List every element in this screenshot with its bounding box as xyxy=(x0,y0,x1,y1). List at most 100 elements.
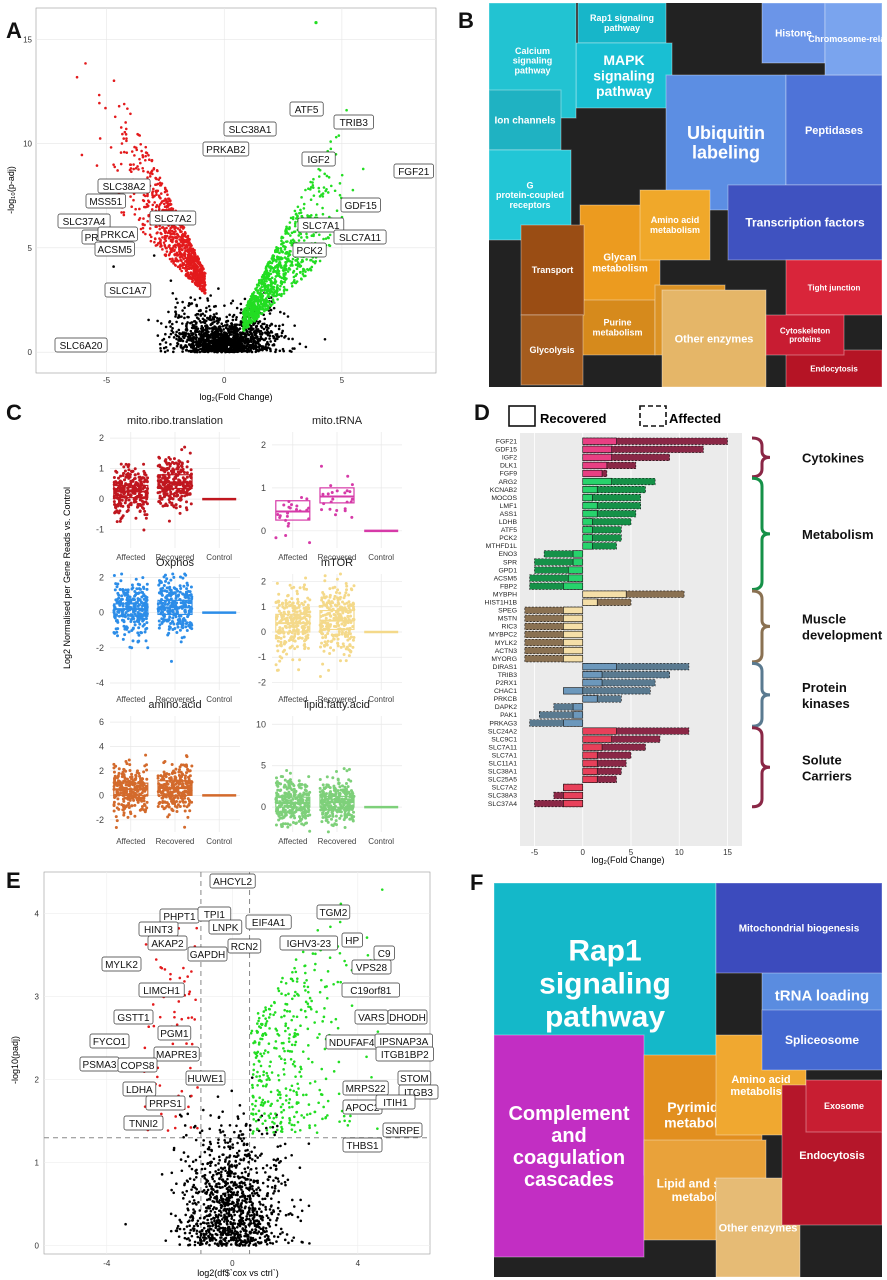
point-ns xyxy=(261,348,264,352)
point-down xyxy=(143,158,147,162)
point-ns xyxy=(156,334,160,337)
point-ns xyxy=(210,330,214,333)
facet-point xyxy=(127,468,131,472)
point-ns xyxy=(246,347,249,351)
point-ns xyxy=(215,345,219,349)
treemap-label: metabolism xyxy=(592,328,642,338)
facet-point xyxy=(144,500,148,504)
x-tick-label: -5 xyxy=(103,376,111,385)
point-ns xyxy=(230,327,234,331)
point-ns xyxy=(269,340,272,343)
facet-point xyxy=(169,659,173,663)
facet-point xyxy=(183,572,187,576)
point-ns xyxy=(280,334,283,338)
point-ns xyxy=(183,312,186,316)
point-down xyxy=(144,154,147,158)
facet-point xyxy=(138,587,142,591)
point-down xyxy=(190,259,194,263)
facet-point xyxy=(297,668,301,672)
point-ns xyxy=(277,327,281,331)
facet-point xyxy=(301,616,305,620)
facet-point xyxy=(304,606,308,610)
facet-point xyxy=(175,622,179,626)
facet-point xyxy=(347,593,351,597)
facet-point xyxy=(185,471,189,475)
facet-point xyxy=(178,483,182,487)
point-down xyxy=(80,153,84,157)
facet-point xyxy=(112,503,116,507)
point-up xyxy=(329,184,333,188)
y-tick-label: -2 xyxy=(258,677,266,687)
facet-point xyxy=(133,623,137,627)
point-down xyxy=(153,240,156,244)
gene-label: FGF21 xyxy=(398,167,430,178)
point-ns xyxy=(189,329,193,333)
point-ns xyxy=(265,323,269,327)
point-ns xyxy=(222,345,226,349)
facet-point xyxy=(333,594,337,598)
facet-point xyxy=(184,625,188,629)
point-ns xyxy=(190,339,193,342)
point-up xyxy=(275,294,278,297)
point-up xyxy=(279,281,283,285)
point-down xyxy=(168,229,172,232)
facet-point xyxy=(133,473,137,477)
facet-point xyxy=(350,515,354,519)
facet-point xyxy=(303,609,307,613)
point-up xyxy=(287,253,291,257)
point-ns xyxy=(232,336,236,340)
point-up xyxy=(290,284,294,288)
facet-point xyxy=(176,589,180,593)
point-down xyxy=(164,231,167,235)
point-ns xyxy=(223,304,226,307)
point-down xyxy=(160,200,164,203)
point-down xyxy=(180,248,183,251)
point-up xyxy=(329,140,332,143)
facet-point xyxy=(177,498,181,502)
x-tick-label: Affected xyxy=(278,553,307,562)
point-up xyxy=(246,325,250,328)
point-down xyxy=(122,102,126,106)
point-ns xyxy=(185,326,188,330)
point-up xyxy=(279,266,283,269)
facet-point xyxy=(138,616,142,620)
point-down xyxy=(189,245,192,249)
facet-point xyxy=(157,455,161,459)
facet-point xyxy=(126,464,130,468)
point-ns xyxy=(192,344,195,347)
point-ns xyxy=(195,325,198,328)
point-ns xyxy=(184,334,187,338)
point-ns xyxy=(172,350,175,354)
point-ns xyxy=(192,349,195,353)
point-up xyxy=(242,319,245,323)
facet-point xyxy=(168,500,172,504)
point-down xyxy=(151,203,155,207)
facet-point xyxy=(119,504,123,508)
point-ns xyxy=(258,330,261,334)
treemap-label: Rap1 signaling xyxy=(590,13,654,23)
facet-point xyxy=(128,472,132,476)
facet-point xyxy=(185,465,189,469)
facet-point xyxy=(327,668,331,672)
point-down xyxy=(175,232,179,236)
facet-point xyxy=(293,639,297,643)
facet-point xyxy=(164,478,168,482)
point-ns xyxy=(244,334,248,337)
facet-point xyxy=(161,617,165,621)
point-ns xyxy=(274,324,277,328)
point-down xyxy=(152,167,156,170)
point-ns xyxy=(169,325,172,328)
point-up xyxy=(264,299,267,302)
facet-point xyxy=(288,506,292,510)
facet-point xyxy=(282,641,286,645)
point-ns xyxy=(197,317,200,321)
facet-point xyxy=(157,591,161,595)
facet-point xyxy=(322,603,326,607)
facet-point xyxy=(321,492,325,496)
facet-point xyxy=(133,620,137,624)
y-tick-label: 2 xyxy=(99,433,104,443)
point-ns xyxy=(205,349,208,353)
facet-point xyxy=(343,491,347,495)
point-down xyxy=(158,240,162,244)
point-ns xyxy=(195,344,199,348)
